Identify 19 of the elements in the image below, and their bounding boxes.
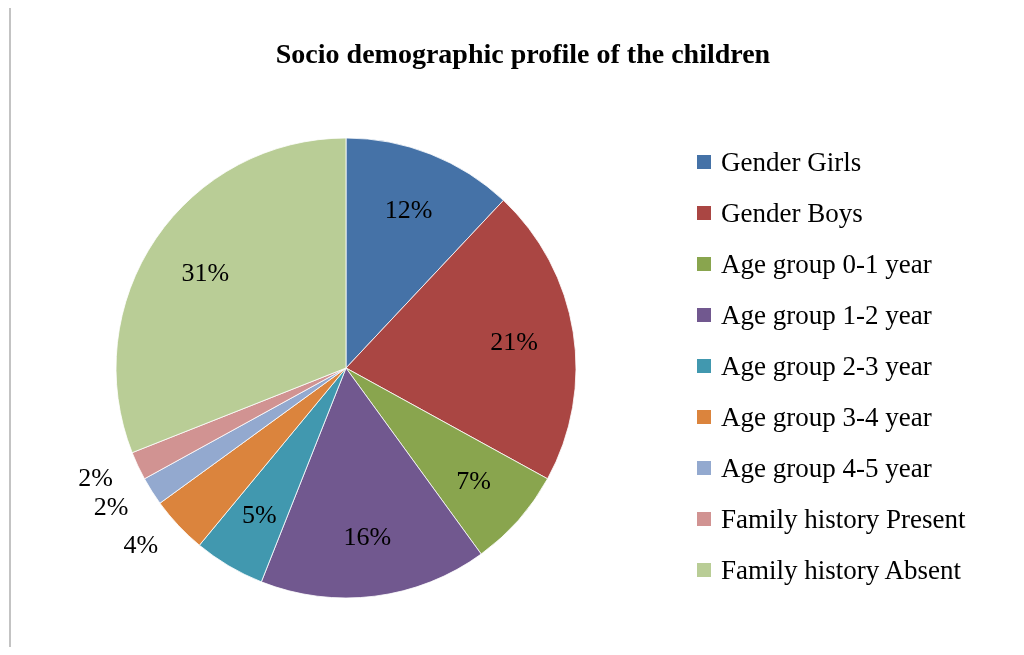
legend-label: Family history Present [721,504,966,534]
legend-label: Age group 1-2 year [721,300,932,330]
legend-label: Gender Boys [721,198,863,228]
data-label: 21% [490,326,538,356]
legend-label: Family history Absent [721,555,962,585]
data-label: 12% [384,195,433,225]
legend-label: Gender Girls [721,147,862,177]
legend-label: Age group 0-1 year [721,249,932,279]
legend-label: Age group 4-5 year [721,453,932,483]
data-label: 2% [93,491,129,521]
data-label: 4% [123,529,159,559]
data-label: 5% [242,500,277,529]
data-label: 2% [78,463,113,493]
legend-label: Age group 2-3 year [721,351,932,381]
data-label: 16% [343,522,392,552]
data-label: 31% [181,257,230,287]
data-label: 7% [456,466,491,496]
legend-label: Age group 3-4 year [721,402,932,432]
chart-title: Socio demographic profile of the children [275,37,771,69]
